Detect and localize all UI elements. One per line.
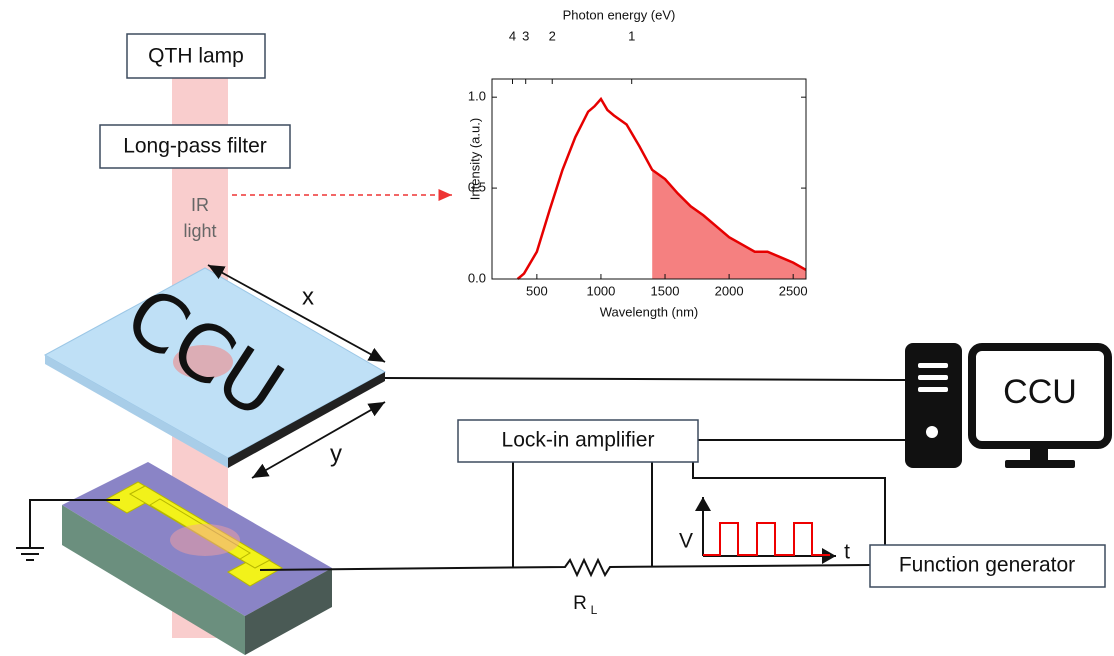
monitor-stand xyxy=(1005,460,1075,468)
lockin-box xyxy=(457,419,699,463)
x-label: x xyxy=(302,283,314,310)
monitor xyxy=(968,343,1112,449)
y-tick-label: 0.5 xyxy=(468,180,486,195)
funcgen-box xyxy=(869,544,1106,588)
spectrum-line xyxy=(516,96,807,280)
pulse xyxy=(703,522,830,556)
rl-subscript: L xyxy=(591,603,598,617)
x-tick-label: 1500 xyxy=(651,283,680,298)
ir-label-2: light xyxy=(183,221,216,241)
x-tick-label: 1000 xyxy=(586,283,615,298)
tower-slot xyxy=(918,363,948,368)
ground-wire xyxy=(29,499,120,548)
x-tick-label: 2000 xyxy=(715,283,744,298)
top-tick-label: 4 xyxy=(509,28,516,43)
highlight-area xyxy=(652,169,806,279)
top-tick-label: 2 xyxy=(549,28,556,43)
ccu-monitor-label: CCU xyxy=(1003,373,1077,411)
lamp-label: QTH lamp xyxy=(148,45,244,68)
y-axis-title: Intensity (a.u.) xyxy=(467,118,482,200)
y-tick-label: 0.0 xyxy=(468,270,486,285)
ccu-plate-edge xyxy=(45,355,228,468)
device-side xyxy=(245,568,332,655)
x-arrow xyxy=(207,264,386,363)
x-axis-title: Wavelength (nm) xyxy=(600,304,699,319)
filter-label: Long-pass filter xyxy=(123,135,267,158)
device-front xyxy=(62,505,245,655)
plot-frame xyxy=(491,78,807,280)
funcgen-label: Function generator xyxy=(899,554,1075,577)
resistor-wire xyxy=(259,557,871,578)
tower-slot xyxy=(918,375,948,380)
top-tick-label: 3 xyxy=(522,28,529,43)
rl-label: R xyxy=(573,593,587,614)
x-tick-label: 2500 xyxy=(779,283,808,298)
wire xyxy=(692,462,886,545)
ir-label: IR xyxy=(191,195,209,215)
spectrum-chart: 500 1000 1500 2000 2500 0.0 0.5 1.0 4 3 2 1 Waveleng… xyxy=(467,7,807,319)
y-arrow xyxy=(251,401,386,479)
top-axis-title: Photon energy (eV) xyxy=(563,7,676,22)
v-label: V xyxy=(679,530,693,553)
computer-tower xyxy=(905,343,962,468)
t-label: t xyxy=(844,541,850,564)
tower-button xyxy=(926,426,938,438)
x-tick-label: 500 xyxy=(526,283,548,298)
lamp-box xyxy=(126,33,266,79)
lockin-label: Lock-in amplifier xyxy=(502,429,655,452)
monitor-neck xyxy=(1030,449,1048,463)
tower-slot xyxy=(918,387,948,392)
y-tick-label: 1.0 xyxy=(468,89,486,104)
device-spot xyxy=(170,524,240,556)
filter-box xyxy=(99,124,291,169)
top-tick-label: 1 xyxy=(628,28,635,43)
y-label: y xyxy=(330,440,342,467)
wire xyxy=(384,377,906,381)
